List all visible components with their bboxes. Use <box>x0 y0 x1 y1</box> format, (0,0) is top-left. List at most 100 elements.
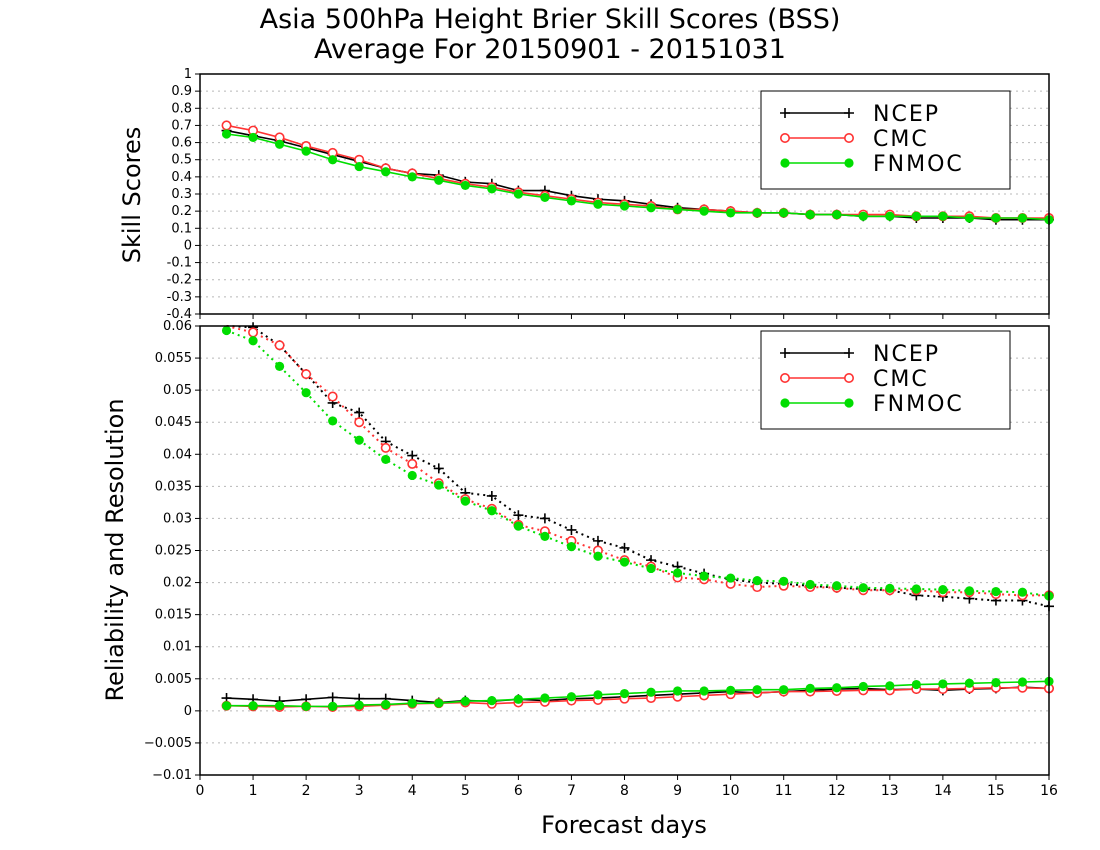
x-tick-label: 12 <box>828 783 846 799</box>
data-point <box>779 208 789 218</box>
data-point <box>726 685 736 695</box>
data-point <box>858 211 868 221</box>
legend-item-fnmoc: FNMOC <box>780 392 964 417</box>
legend-item-ncep: NCEP <box>780 342 938 367</box>
reliability-resolution-panel: −0.01 −0.005 0 0.005 0.01 0.015 0.02 0.025 0.03 0… <box>144 319 1058 799</box>
data-point <box>566 692 577 702</box>
data-point <box>434 175 444 185</box>
y-tick-label: 1 <box>184 67 192 82</box>
data-point <box>938 679 948 689</box>
data-point <box>672 686 683 696</box>
data-point <box>805 579 815 590</box>
data-point <box>221 325 232 336</box>
x-tick-label: 7 <box>567 783 576 799</box>
data-point <box>832 683 842 693</box>
data-point <box>513 694 523 704</box>
y-tick-label: 0.005 <box>155 672 192 687</box>
x-tick-label: 14 <box>934 783 952 799</box>
data-point <box>1017 677 1028 687</box>
y-tick-label: 0.7 <box>171 118 192 133</box>
data-point <box>540 192 550 203</box>
chart-title: Asia 500hPa Height Brier Skill Scores (B… <box>259 4 841 35</box>
legend-marker <box>844 158 854 168</box>
data-point <box>726 208 736 218</box>
series-ncep-reliability <box>221 682 1054 708</box>
legend-label: FNMOC <box>873 152 964 177</box>
y-tick-label: 0.025 <box>155 544 192 559</box>
data-point <box>354 417 365 428</box>
plot-frame <box>199 73 1050 315</box>
data-point <box>832 581 842 591</box>
y-tick-label: 0.1 <box>171 221 192 236</box>
y-tick-label: 0 <box>184 238 192 253</box>
data-point <box>858 583 868 593</box>
data-point <box>885 583 895 593</box>
series-line <box>226 680 1050 708</box>
y-tick-label: 0.06 <box>163 319 192 334</box>
y-tick-label: 0.04 <box>163 447 192 462</box>
data-point <box>381 454 391 465</box>
data-point <box>699 206 709 216</box>
data-point <box>434 480 444 490</box>
y-axis-label-reliability: Reliability and Resolution <box>101 398 129 702</box>
x-tick-label: 13 <box>881 783 899 799</box>
data-point <box>274 139 285 149</box>
data-point <box>274 701 285 711</box>
plot-frame <box>199 325 1050 776</box>
y-tick-label: -0.2 <box>167 273 192 288</box>
series-fnmoc <box>221 129 1054 225</box>
data-point <box>619 542 630 553</box>
data-point <box>248 701 258 711</box>
data-point <box>540 531 550 541</box>
data-point <box>354 407 365 418</box>
data-point <box>593 551 603 561</box>
data-point <box>592 535 603 546</box>
data-point <box>779 685 789 695</box>
x-tick-label: 4 <box>408 783 417 799</box>
legend-marker <box>843 133 854 144</box>
data-point <box>328 701 338 711</box>
data-point <box>752 576 762 586</box>
data-point <box>991 213 1001 223</box>
y-tick-label: -0.4 <box>167 307 192 322</box>
series-fnmoc-resolution <box>221 325 1054 601</box>
legend-label: FNMOC <box>873 392 964 417</box>
x-tick-label: 3 <box>355 783 364 799</box>
data-point <box>487 695 497 706</box>
data-point <box>646 203 656 213</box>
data-point <box>1017 587 1028 597</box>
data-point <box>540 693 550 703</box>
x-tick-label: 11 <box>775 783 793 799</box>
y-tick-label: 0.02 <box>163 576 192 591</box>
data-point <box>805 683 815 694</box>
data-point <box>381 699 391 710</box>
data-point <box>328 416 338 426</box>
legend-item-cmc: CMC <box>779 367 927 392</box>
data-point <box>407 450 418 461</box>
y-tick-label: 0.8 <box>171 101 192 116</box>
legend-label: CMC <box>873 127 929 152</box>
data-point <box>301 369 312 380</box>
data-point <box>301 701 311 711</box>
legend-marker <box>780 398 790 408</box>
legend-marker <box>779 133 790 144</box>
data-point <box>991 678 1001 688</box>
data-point <box>248 327 259 338</box>
data-point <box>407 470 417 481</box>
series-fnmoc-reliability <box>221 676 1054 711</box>
data-point <box>248 132 258 143</box>
data-point <box>672 568 683 578</box>
y-tick-label: 0.6 <box>171 136 192 151</box>
data-point <box>486 490 497 501</box>
data-point <box>699 571 709 581</box>
data-point <box>619 688 630 699</box>
data-point <box>991 586 1001 597</box>
data-point <box>407 172 417 182</box>
data-point <box>354 161 364 172</box>
data-point <box>805 209 815 220</box>
y-tick-label: 0.055 <box>155 351 192 366</box>
data-point <box>221 129 232 139</box>
x-tick-label: 0 <box>196 783 205 799</box>
data-point <box>301 388 311 398</box>
